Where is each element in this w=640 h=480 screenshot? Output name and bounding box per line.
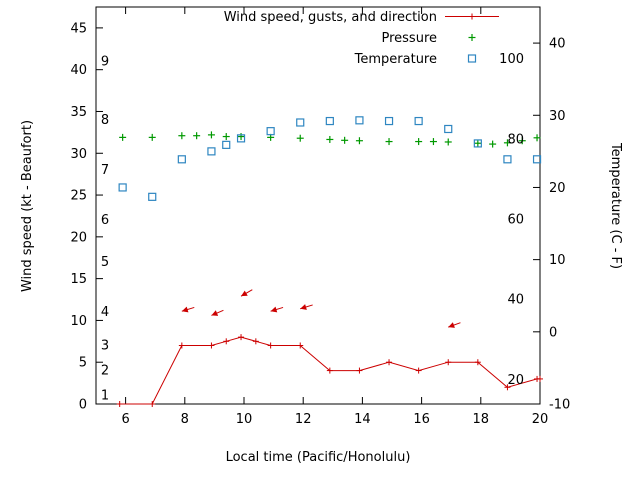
- y2-tick-label: 10: [549, 253, 566, 268]
- x-tick-label: 18: [473, 412, 490, 427]
- x-tick-label: 12: [295, 412, 312, 427]
- beaufort-scale-label: 7: [101, 163, 109, 178]
- beaufort-scale-label: 8: [101, 113, 109, 128]
- legend-sample-temperature-marker: [467, 54, 477, 63]
- y-tick-label: 35: [70, 105, 87, 120]
- gust-arrow-head: [448, 322, 455, 328]
- legend-markers: [445, 13, 499, 63]
- fahrenheit-scale-label: 40: [507, 293, 524, 308]
- temperature-point-marker: [384, 116, 394, 126]
- x-tick-label: 14: [354, 412, 371, 427]
- temperature-point-marker: [236, 134, 246, 143]
- temperature-point-marker: [414, 116, 423, 126]
- fahrenheit-scale-label: 80: [507, 132, 524, 147]
- y2-tick-label: -10: [549, 398, 570, 413]
- gust-arrow-head: [181, 306, 189, 313]
- y2-axis-label: Temperature (C - F): [608, 142, 623, 269]
- temperature-point-marker: [355, 116, 364, 125]
- gust-arrow-head: [300, 304, 307, 310]
- x-axis-label: Local time (Pacific/Honolulu): [226, 450, 411, 465]
- fahrenheit-scale-label: 100: [499, 52, 524, 67]
- y2-tick-label: 0: [549, 325, 557, 340]
- series-pressure: [119, 131, 541, 148]
- series-layer: [116, 116, 543, 407]
- legend-label-temperature: Temperature: [354, 52, 437, 67]
- temperature-point-marker: [118, 183, 127, 192]
- temperature-point-marker: [222, 140, 231, 149]
- temperature-point-marker: [148, 192, 157, 201]
- gust-arrow-head: [241, 290, 248, 297]
- x-tick-label: 16: [413, 412, 430, 427]
- beaufort-scale-label: 1: [101, 389, 109, 404]
- gust-arrow-head: [270, 306, 278, 313]
- beaufort-scale-label: 3: [101, 338, 109, 353]
- temperature-point-marker: [266, 127, 275, 136]
- plot-border: [95, 6, 541, 405]
- x-tick-label: 8: [181, 412, 189, 427]
- series-temperature: [118, 116, 542, 201]
- x-tick-label: 6: [121, 412, 129, 427]
- x-tick-label: 10: [236, 412, 253, 427]
- y-tick-label: 5: [79, 356, 87, 371]
- y2-tick-label: 30: [549, 109, 566, 124]
- wind-line: [119, 336, 540, 405]
- fahrenheit-scale-label: 60: [507, 213, 524, 228]
- legend-label-wind: Wind speed, gusts, and direction: [224, 10, 437, 25]
- temperature-point-marker: [296, 118, 305, 127]
- x-tick-label: 20: [532, 412, 549, 427]
- beaufort-scale-label: 2: [101, 364, 109, 379]
- temperature-point-marker: [532, 155, 542, 164]
- temperature-point-marker: [444, 124, 453, 134]
- series-wind_gust_direction: [181, 289, 461, 328]
- temperature-point-marker: [177, 155, 186, 164]
- fahrenheit-scale-label: 20: [507, 373, 524, 388]
- gust-arrow-head: [211, 310, 219, 316]
- y-tick-label: 20: [70, 230, 87, 245]
- temperature-point-marker: [503, 155, 512, 164]
- beaufort-scale-label: 5: [101, 255, 109, 270]
- y-tick-label: 15: [70, 272, 87, 287]
- y-tick-label: 0: [79, 398, 87, 413]
- y-tick-label: 10: [70, 314, 87, 329]
- inner-scale-labels: 1 2 3 4 5 6 7 8 9 20 40 60 80 100: [101, 52, 524, 404]
- y-tick-label: 40: [70, 63, 87, 78]
- y2-tick-label: 40: [549, 37, 566, 52]
- legend: Wind speed, gusts, and direction Pressur…: [224, 10, 499, 67]
- axes: 6 8 10 12 14 16 18 20051015202530354045-1001020…: [70, 6, 570, 427]
- y-axis-label: Wind speed (kt - Beaufort): [20, 120, 35, 292]
- y-tick-label: 30: [70, 147, 87, 162]
- legend-label-pressure: Pressure: [381, 31, 437, 46]
- beaufort-scale-label: 4: [101, 305, 109, 320]
- beaufort-scale-label: 9: [101, 54, 109, 69]
- temperature-point-marker: [473, 139, 482, 148]
- y-tick-label: 25: [70, 189, 87, 204]
- y2-tick-label: 20: [549, 181, 566, 196]
- temperature-point-marker: [207, 147, 216, 156]
- y-tick-label: 45: [70, 21, 87, 36]
- temperature-point-marker: [325, 116, 334, 126]
- series-wind_speed: [116, 334, 543, 407]
- beaufort-scale-label: 6: [101, 213, 109, 228]
